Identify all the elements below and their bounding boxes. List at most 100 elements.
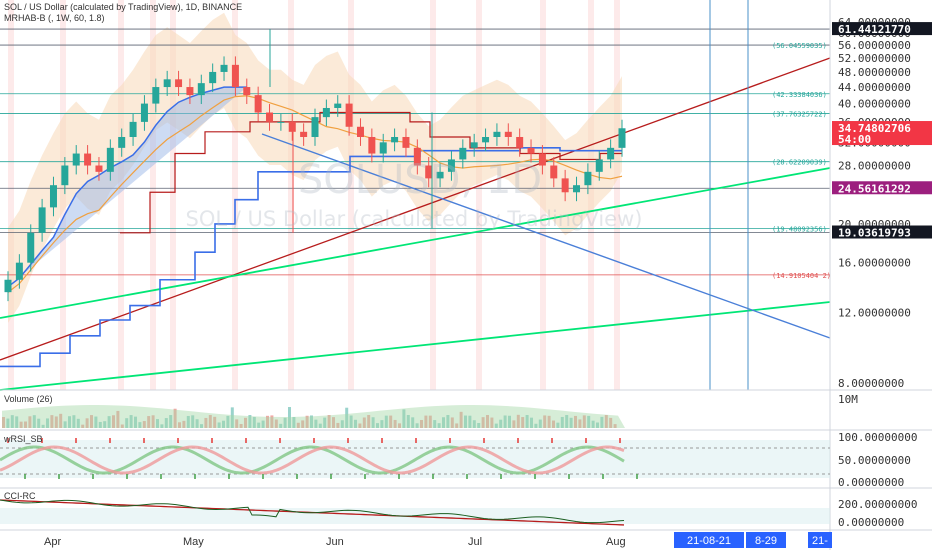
highlight-band	[232, 0, 238, 390]
candle-body[interactable]	[220, 64, 228, 72]
candle-body[interactable]	[231, 64, 239, 88]
candle-body[interactable]	[504, 131, 512, 137]
volume-pane[interactable]	[2, 405, 625, 428]
candle-body[interactable]	[186, 87, 194, 96]
candle-body[interactable]	[4, 279, 12, 293]
volume-bar	[279, 423, 283, 428]
candle-body[interactable]	[27, 232, 35, 263]
wrsi-pane[interactable]	[0, 438, 638, 479]
candle-body[interactable]	[425, 165, 433, 179]
candle-body[interactable]	[379, 142, 387, 154]
candle-body[interactable]	[49, 185, 57, 208]
candle-body[interactable]	[322, 107, 330, 118]
price-tick: 12.00000000	[838, 307, 911, 320]
candle-body[interactable]	[436, 171, 444, 179]
candle-body[interactable]	[607, 147, 615, 160]
cci-title[interactable]: CCI-RC	[4, 491, 36, 501]
candle-body[interactable]	[538, 153, 546, 166]
candle-body[interactable]	[618, 128, 626, 148]
price-tag	[832, 121, 932, 146]
candle-body[interactable]	[595, 159, 603, 172]
highlight-band	[476, 0, 482, 390]
candle-body[interactable]	[413, 147, 421, 166]
candle-body[interactable]	[447, 159, 455, 172]
candle-body[interactable]	[482, 136, 490, 143]
price-tag-value: 34.74802706	[838, 122, 911, 135]
candle-body[interactable]	[550, 165, 558, 179]
candles[interactable]	[4, 29, 626, 302]
symbol-title[interactable]: SOL / US Dollar (calculated by TradingVi…	[4, 2, 243, 12]
trendline-blue[interactable]	[261, 133, 831, 339]
fib-label: (42.33384036)	[772, 91, 827, 99]
candle-body[interactable]	[277, 121, 285, 123]
candle-body[interactable]	[334, 103, 342, 108]
volume-bar	[534, 423, 538, 428]
candle-body[interactable]	[573, 185, 581, 193]
trendline-green-upper[interactable]	[0, 167, 831, 319]
volume-bar	[552, 420, 555, 428]
trendline-red[interactable]	[0, 57, 831, 361]
candle-body[interactable]	[254, 95, 262, 113]
candle-body[interactable]	[584, 171, 592, 186]
candle-body[interactable]	[470, 142, 478, 148]
candle-body[interactable]	[300, 131, 308, 137]
volume-axis-label: 10M	[838, 393, 858, 406]
volume-bar	[2, 417, 5, 428]
indicator-title[interactable]: MRHAB-B (, 1W, 60, 1.8)	[4, 13, 105, 23]
candle-body[interactable]	[345, 103, 353, 127]
volume-bar	[490, 417, 494, 428]
volume-bar	[169, 415, 173, 428]
candle-body[interactable]	[72, 153, 80, 166]
candle-body[interactable]	[140, 103, 148, 122]
volume-bar	[90, 415, 93, 428]
wrsi-title[interactable]: wRSI_SB	[4, 434, 43, 444]
candle-body[interactable]	[152, 87, 160, 104]
volume-title[interactable]: Volume (26)	[4, 394, 53, 404]
candle-body[interactable]	[561, 178, 569, 193]
candle-body[interactable]	[266, 112, 274, 122]
candle-body[interactable]	[84, 153, 92, 166]
fib-label: (37.76325722)	[772, 111, 827, 119]
candle-body[interactable]	[368, 136, 376, 154]
volume-bar	[508, 415, 511, 428]
volume-bar	[411, 417, 415, 428]
price-tag	[832, 181, 932, 195]
candle-body[interactable]	[15, 262, 23, 280]
candle-body[interactable]	[175, 79, 183, 88]
candle-body[interactable]	[243, 87, 251, 96]
volume-bar	[230, 407, 234, 428]
candle-body[interactable]	[459, 147, 467, 160]
candle-body[interactable]	[118, 136, 126, 148]
volume-bar	[380, 420, 384, 428]
candle-body[interactable]	[209, 71, 217, 84]
volume-bar	[516, 414, 520, 428]
candle-body[interactable]	[356, 126, 364, 137]
candle-body[interactable]	[402, 136, 410, 148]
volume-bar	[301, 420, 305, 428]
candle-body[interactable]	[61, 165, 69, 186]
candle-body[interactable]	[163, 79, 171, 88]
candle-body[interactable]	[38, 207, 46, 233]
candle-body[interactable]	[106, 147, 114, 172]
candle-body[interactable]	[95, 165, 103, 172]
candle-body[interactable]	[391, 136, 399, 143]
candle-body[interactable]	[493, 131, 501, 137]
volume-bar	[371, 417, 375, 428]
fib-labels: (56.04559035) (42.33384036) (37.76325722) (…	[772, 42, 831, 280]
cci-pane[interactable]	[0, 499, 625, 526]
volume-bar	[226, 415, 230, 428]
candle-body[interactable]	[516, 136, 524, 148]
volume-bar	[442, 417, 445, 428]
candle-body[interactable]	[129, 121, 137, 137]
volume-bar	[19, 421, 23, 428]
volume-bar	[367, 415, 371, 428]
candle-body[interactable]	[197, 83, 205, 96]
price-axis[interactable]: 64.0000000060.0000000056.0000000052.0000…	[838, 16, 911, 390]
candle-body[interactable]	[527, 147, 535, 154]
candle-body[interactable]	[288, 121, 296, 132]
candle-body[interactable]	[311, 117, 319, 137]
fib-label: (56.04559035)	[772, 42, 827, 50]
trendline-green-lower[interactable]	[0, 301, 831, 391]
volume-bar	[556, 422, 560, 428]
